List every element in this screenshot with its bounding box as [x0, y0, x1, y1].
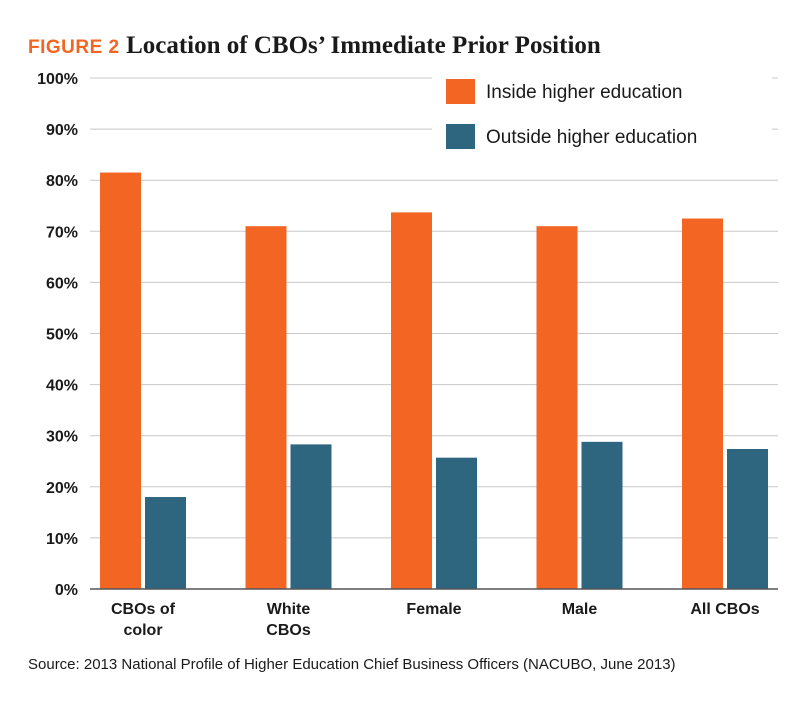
legend-swatch: [446, 79, 475, 104]
y-tick-label: 30%: [46, 429, 78, 446]
x-category-label: Male: [562, 601, 598, 618]
y-tick-label: 90%: [46, 122, 78, 139]
bar-inside: [245, 226, 287, 589]
bar-inside: [682, 218, 723, 589]
chart-title: Location of CBOs’ Immediate Prior Positi…: [126, 32, 601, 59]
y-tick-label: 70%: [46, 224, 78, 241]
x-category-label: Female: [406, 601, 461, 618]
x-category-label: color: [123, 622, 162, 639]
bar-outside: [436, 457, 477, 589]
y-tick-label: 100%: [37, 71, 78, 88]
bar-outside: [581, 441, 623, 589]
y-tick-label: 0%: [55, 582, 78, 599]
y-tick-label: 50%: [46, 327, 78, 344]
x-category-label: All CBOs: [690, 601, 759, 618]
bar-outside: [290, 444, 332, 589]
source-note: Source: 2013 National Profile of Higher …: [28, 656, 676, 673]
y-tick-label: 40%: [46, 378, 78, 395]
chart-title-row: FIGURE 2 Location of CBOs’ Immediate Pri…: [28, 32, 601, 60]
legend-label: Inside higher education: [486, 82, 682, 103]
bar-inside: [100, 172, 141, 589]
y-tick-label: 60%: [46, 275, 78, 292]
y-tick-label: 80%: [46, 173, 78, 190]
figure-label: FIGURE 2: [28, 37, 120, 58]
bar-inside: [536, 226, 578, 589]
x-category-label: CBOs of: [111, 601, 176, 618]
bar-inside: [391, 212, 432, 589]
bar-chart: 0% 10% 20% 30% 40% 50% 60% 70% 80% 90% 100% CBOs of…: [37, 70, 778, 639]
x-category-label: CBOs: [266, 622, 311, 639]
bar-outside: [145, 497, 186, 589]
legend-label: Outside higher education: [486, 127, 697, 148]
legend-background: [432, 70, 772, 160]
bar-outside: [727, 448, 768, 589]
legend-swatch: [446, 124, 475, 149]
y-tick-label: 20%: [46, 480, 78, 497]
y-tick-label: 10%: [46, 531, 78, 548]
x-category-label: White: [267, 601, 311, 618]
